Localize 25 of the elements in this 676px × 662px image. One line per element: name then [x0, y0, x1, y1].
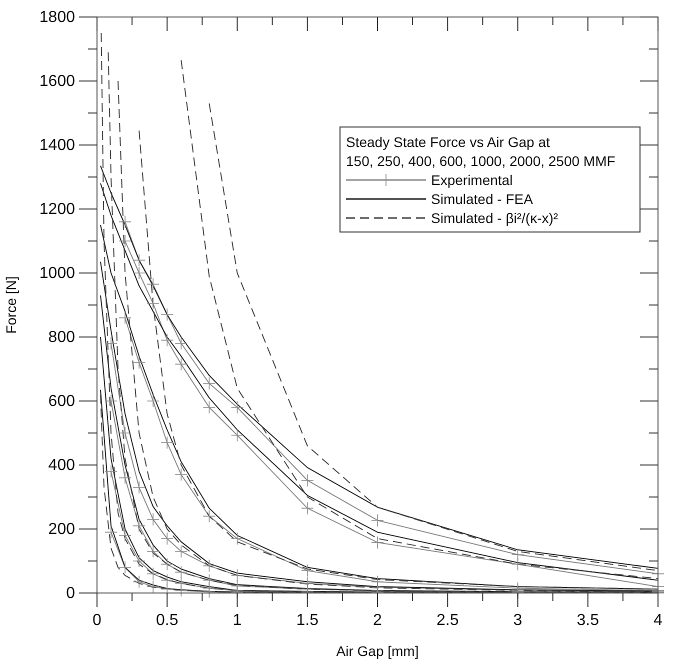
y-tick-label: 200 — [48, 521, 76, 538]
y-tick-label: 1000 — [39, 265, 76, 282]
legend-title: Steady State Force vs Air Gap at 150, 250, 400, 600, 1000, 2000, 2500 MMF — [346, 134, 616, 169]
x-tick-label: 1.5 — [296, 612, 319, 629]
y-tick-label: 800 — [48, 329, 76, 346]
x-tick-label: 0 — [92, 612, 102, 629]
y-tick-label: 1200 — [39, 201, 76, 218]
x-tick-label: 0.5 — [156, 612, 178, 629]
y-tick-label: 1800 — [39, 9, 76, 26]
y-axis-title: Force [N] — [3, 276, 19, 334]
y-tick-label: 0 — [66, 585, 76, 602]
y-tick-label: 600 — [48, 393, 76, 410]
y-tick-label: 1600 — [39, 73, 76, 90]
x-axis-title: Air Gap [mm] — [336, 643, 419, 659]
y-tick-label: 400 — [48, 457, 76, 474]
x-tick-label: 2 — [373, 612, 382, 629]
x-tick-label: 2.5 — [436, 612, 459, 629]
legend-label: Simulated - FEA — [431, 191, 534, 207]
legend-label: Experimental — [431, 172, 513, 188]
x-tick-label: 3.5 — [576, 612, 600, 629]
y-tick-label: 1400 — [39, 137, 76, 154]
x-tick-label: 3 — [513, 612, 522, 629]
legend-label: Simulated - βi²/(κ-x)² — [431, 210, 558, 226]
x-tick-label: 4 — [654, 612, 663, 629]
x-tick-label: 1 — [232, 612, 242, 629]
